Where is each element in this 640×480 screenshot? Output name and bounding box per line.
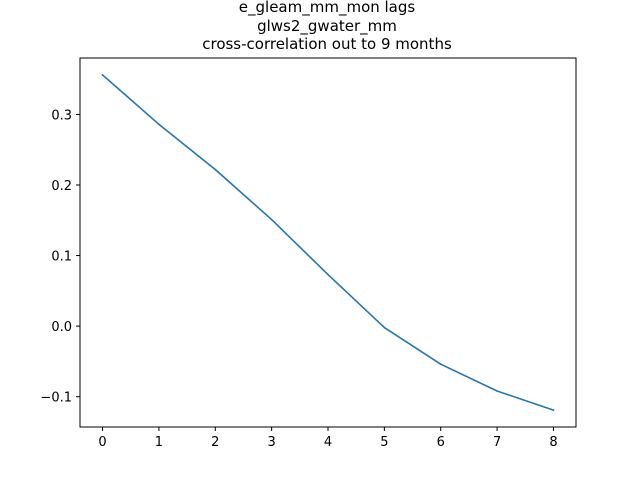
- series-point: [383, 326, 386, 329]
- x-tick-label: 6: [437, 435, 445, 450]
- x-tick-label: 8: [549, 435, 557, 450]
- x-axis: 0 1 2 3 4 5 6 7 8: [98, 427, 558, 450]
- series-point: [327, 273, 329, 276]
- series-point: [270, 218, 273, 221]
- y-tick-label: 0.3: [51, 108, 72, 123]
- y-tick-label: 0.0: [51, 320, 72, 335]
- x-tick-label: 2: [211, 435, 219, 450]
- plot-frame: [79, 57, 577, 428]
- x-tick-label: 0: [98, 435, 106, 450]
- x-tick-label: 3: [267, 435, 275, 450]
- title-line-3: cross-correlation out to 9 months: [202, 35, 452, 53]
- series-point: [214, 168, 217, 171]
- plot-series: [101, 73, 555, 412]
- y-tick-label: 0.1: [51, 250, 72, 265]
- y-tick-label: −0.1: [40, 391, 72, 406]
- title-line-2: glws2_gwater_mm: [257, 17, 397, 36]
- series-point: [101, 74, 104, 76]
- chart-title: e_gleam_mm_mon lags glws2_gwater_mm cros…: [202, 0, 452, 53]
- x-tick-label: 5: [380, 435, 388, 450]
- x-tick-label: 1: [155, 435, 163, 450]
- y-axis: −0.1 0.0 0.1 0.2 0.3: [40, 108, 80, 406]
- series-point: [439, 363, 442, 366]
- series-point: [496, 390, 498, 392]
- series-point: [552, 409, 555, 411]
- x-tick-label: 4: [324, 435, 332, 450]
- x-tick-label: 7: [493, 435, 501, 450]
- title-line-1: e_gleam_mm_mon lags: [239, 0, 416, 17]
- series-point: [158, 123, 160, 126]
- y-tick-label: 0.2: [51, 179, 72, 194]
